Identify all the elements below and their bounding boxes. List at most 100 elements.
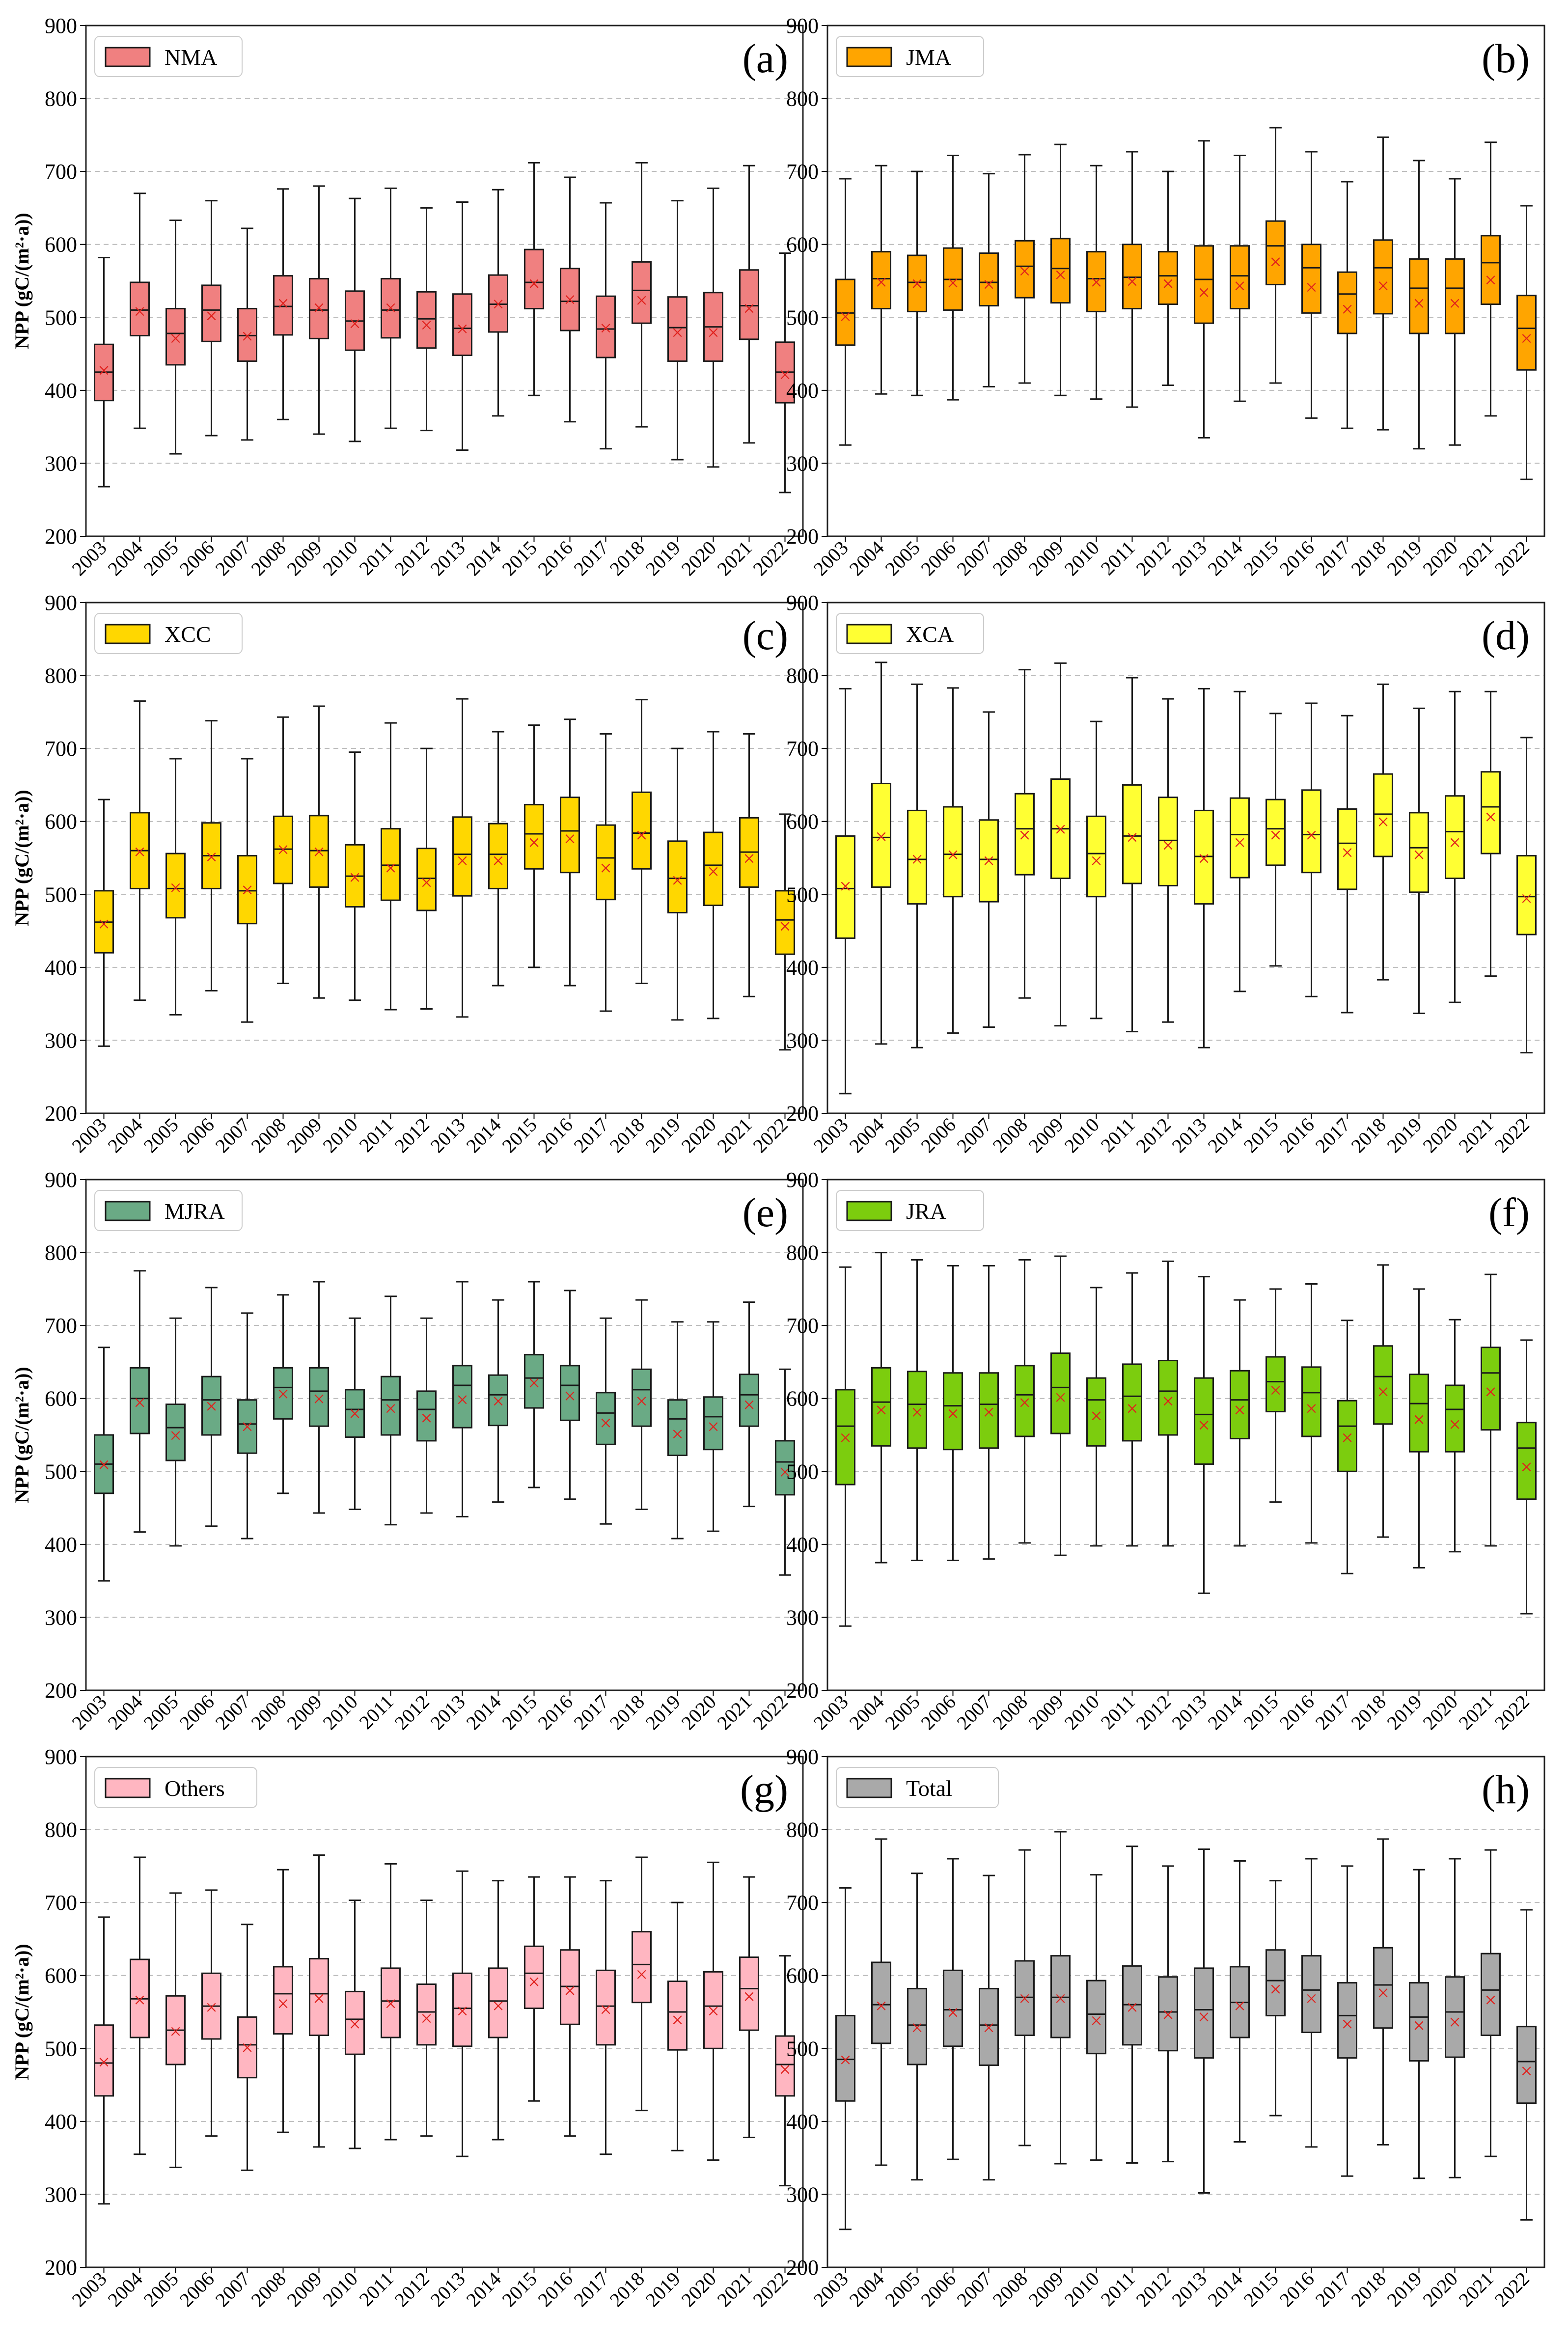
x-tick-label: 2021: [1454, 1114, 1497, 1157]
mean-marker: ×: [1269, 823, 1282, 847]
x-tick-label: 2019: [641, 1691, 684, 1734]
box-2020: ×: [1445, 178, 1465, 446]
box-2021: ×: [1481, 690, 1501, 977]
mean-marker: ×: [1377, 1380, 1389, 1404]
mean-marker: ×: [1054, 1987, 1067, 2011]
box-2022: ×: [1516, 205, 1537, 480]
iqr-box: [943, 806, 963, 898]
x-tick-label: 2007: [211, 537, 254, 580]
x-tick-label: 2013: [426, 1114, 469, 1157]
iqr-box: [775, 890, 795, 955]
iqr-box: [201, 284, 221, 342]
iqr-box: [739, 1956, 759, 2031]
mean-marker: ×: [911, 272, 923, 296]
y-tick-label: 300: [45, 2182, 77, 2206]
iqr-box: [667, 1981, 688, 2051]
y-tick-label: 300: [45, 1605, 77, 1629]
legend-swatch: [105, 624, 151, 644]
iqr-box: [165, 1404, 186, 1461]
iqr-box: [416, 1983, 437, 2046]
plot-frame: [826, 602, 1545, 1114]
mean-marker: ×: [98, 912, 110, 936]
box-2016: ×: [560, 1290, 580, 1500]
y-tick-label: 500: [786, 1459, 819, 1484]
x-tick-label: 2017: [569, 537, 612, 580]
box-2013: ×: [452, 1870, 472, 2157]
box-2019: ×: [667, 1901, 688, 2151]
iqr-box: [1481, 235, 1501, 305]
y-tick-label: 800: [45, 664, 77, 688]
y-tick-label: 300: [786, 1605, 819, 1629]
box-2014: ×: [1230, 1299, 1250, 1547]
y-tick-label: 600: [786, 1387, 819, 1411]
mean-marker: ×: [420, 871, 433, 895]
x-tick-label: 2012: [390, 1114, 433, 1157]
y-tick-label: 700: [45, 1891, 77, 1915]
panel-c: ×2003×2004×2005×2006×2007×2008×2009×2010…: [11, 591, 804, 1157]
iqr-box: [871, 1367, 891, 1447]
box-2020: ×: [1445, 1319, 1465, 1553]
iqr-box: [381, 278, 401, 339]
mean-marker: ×: [947, 2001, 959, 2025]
iqr-box: [1373, 239, 1393, 315]
iqr-box: [667, 296, 688, 362]
legend-swatch: [105, 47, 151, 67]
y-tick-label: 800: [45, 87, 77, 111]
iqr-box: [979, 1372, 999, 1449]
x-tick-label: 2006: [916, 1691, 960, 1734]
box-2005: ×: [907, 170, 927, 396]
iqr-box: [1445, 1976, 1465, 2058]
legend-swatch: [846, 47, 892, 67]
x-tick-label: 2010: [318, 1691, 361, 1734]
x-tick-label: 2014: [462, 537, 505, 580]
y-tick-label: 500: [786, 2037, 819, 2061]
box-2018: ×: [632, 1299, 652, 1511]
iqr-box: [1194, 245, 1214, 324]
mean-marker: ×: [564, 1979, 576, 2003]
box-2011: ×: [381, 1295, 401, 1526]
box-2003: ×: [94, 1916, 114, 2205]
iqr-box: [1409, 1374, 1429, 1453]
iqr-box: [907, 1371, 927, 1449]
iqr-box: [667, 840, 688, 913]
mean-marker: ×: [1018, 1987, 1031, 2011]
box-2019: ×: [667, 1321, 688, 1540]
box-2010: ×: [345, 1317, 365, 1511]
iqr-box: [416, 291, 437, 349]
box-2018: ×: [1373, 1838, 1393, 2146]
mean-marker: ×: [875, 1994, 887, 2018]
x-tick-label: 2005: [880, 537, 924, 580]
y-axis-title: NPP (gC/(m²·a)): [11, 1367, 33, 1503]
x-tick-label: 2009: [282, 1691, 326, 1734]
iqr-box: [835, 835, 855, 939]
x-tick-label: 2004: [845, 1114, 888, 1157]
x-tick-label: 2021: [713, 537, 756, 580]
mean-marker: ×: [1162, 833, 1174, 857]
box-2015: ×: [524, 162, 544, 396]
panel-letter: (e): [743, 1190, 788, 1236]
box-2005: ×: [165, 1317, 186, 1547]
y-tick-label: 600: [45, 810, 77, 834]
x-tick-label: 2017: [569, 2268, 612, 2311]
iqr-box: [1373, 1947, 1393, 2029]
x-tick-label: 2019: [1382, 537, 1426, 580]
iqr-box: [345, 1389, 365, 1438]
x-tick-label: 2019: [641, 1114, 684, 1157]
y-tick-label: 900: [45, 591, 77, 615]
box-2006: ×: [201, 200, 221, 437]
iqr-box: [130, 1367, 150, 1434]
mean-marker: ×: [839, 1426, 852, 1450]
mean-marker: ×: [1162, 2003, 1174, 2027]
mean-marker: ×: [134, 840, 146, 864]
x-tick-label: 2016: [533, 2268, 577, 2311]
x-tick-label: 2020: [1418, 1691, 1461, 1734]
iqr-box: [1158, 1359, 1178, 1436]
mean-marker: ×: [313, 296, 325, 320]
box-2010: ×: [1086, 1287, 1106, 1547]
mean-marker: ×: [385, 296, 397, 320]
mean-marker: ×: [707, 321, 719, 345]
mean-marker: ×: [277, 838, 289, 862]
box-2005: ×: [907, 1872, 927, 2181]
x-tick-label: 2007: [211, 2268, 254, 2311]
x-tick-label: 2015: [497, 537, 541, 580]
